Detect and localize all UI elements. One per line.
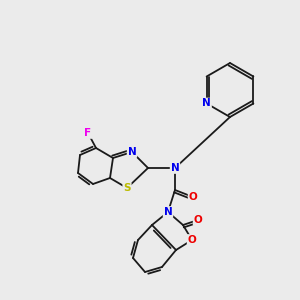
Text: N: N [164, 207, 172, 217]
Text: N: N [171, 163, 179, 173]
Text: F: F [84, 128, 92, 138]
Text: O: O [188, 235, 196, 245]
Text: N: N [128, 147, 136, 157]
Text: O: O [189, 192, 197, 202]
Text: N: N [202, 98, 211, 109]
Text: O: O [194, 215, 202, 225]
Text: S: S [123, 183, 131, 193]
